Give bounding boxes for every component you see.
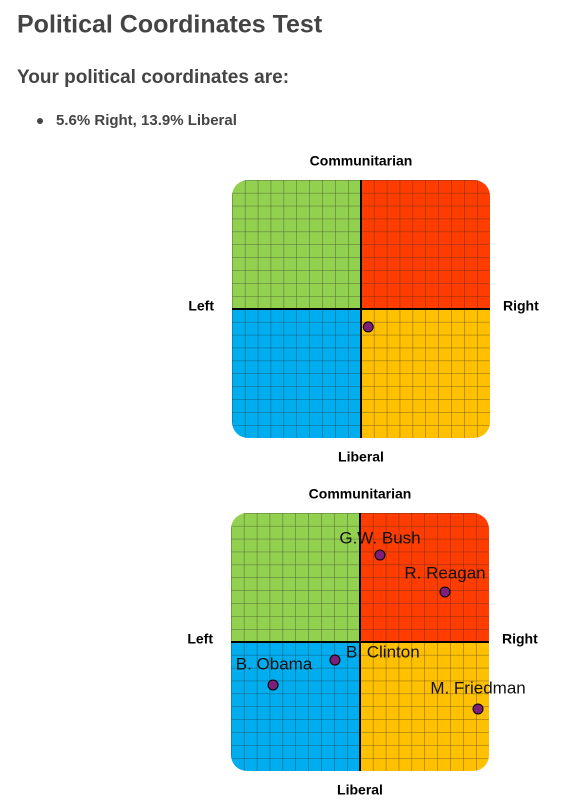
compass: [232, 180, 490, 438]
point: [329, 654, 341, 666]
point: [439, 586, 451, 598]
point-label: M. Friedman: [430, 678, 525, 697]
compass: [231, 513, 489, 771]
point-label: B. Obama: [236, 654, 313, 673]
point: [267, 679, 279, 691]
axis-label-left: Left: [188, 298, 214, 314]
axis-label-top: Communitarian: [309, 486, 412, 502]
axis-label-bottom: Liberal: [338, 449, 384, 465]
point-label: R. Reagan: [404, 563, 485, 582]
point: [374, 549, 386, 561]
point-label: G.W. Bush: [339, 529, 420, 548]
axis-label-top: Communitarian: [310, 153, 413, 169]
axis-label-right: Right: [503, 298, 539, 314]
subtitle: Your political coordinates are:: [17, 67, 289, 88]
axis-label-right: Right: [502, 631, 538, 647]
page-title: Political Coordinates Test: [17, 11, 323, 39]
bullet: [37, 118, 43, 124]
point-label: B. Clinton: [346, 643, 420, 662]
point: [362, 321, 374, 333]
axis-label-bottom: Liberal: [337, 782, 383, 798]
axis-label-left: Left: [187, 631, 213, 647]
result-text: 5.6% Right, 13.9% Liberal: [56, 112, 237, 129]
point: [472, 703, 484, 715]
